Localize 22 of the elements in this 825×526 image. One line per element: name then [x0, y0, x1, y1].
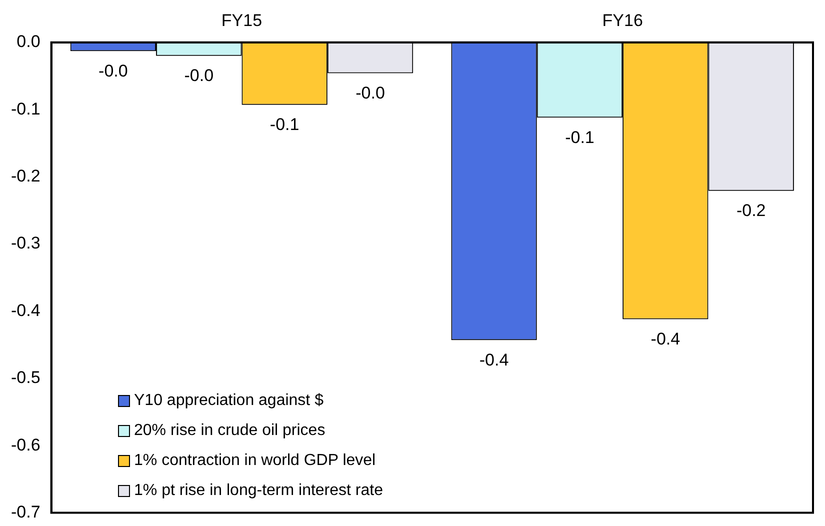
legend-label: 1% pt rise in long-term interest rate	[134, 481, 383, 501]
y-tick-label: -0.2	[10, 166, 40, 186]
x-tick-label: FY16	[602, 10, 643, 30]
data-label: -0.4	[650, 329, 680, 348]
data-label: -0.0	[98, 61, 128, 80]
legend-label: 1% contraction in world GDP level	[134, 451, 376, 471]
y-tick-label: -0.3	[10, 234, 40, 253]
data-label: -0.1	[270, 115, 300, 134]
legend-label: 20% rise in crude oil prices	[134, 421, 326, 441]
data-label: -0.0	[184, 66, 214, 86]
y-tick-label: -0.1	[10, 99, 40, 118]
data-label: -0.4	[479, 350, 509, 370]
y-tick-label: -0.4	[10, 300, 40, 320]
legend-label: Y10 appreciation against $	[134, 391, 324, 411]
data-label: -0.2	[736, 201, 766, 220]
data-label: -0.1	[565, 128, 594, 147]
data-label: -0.0	[356, 84, 385, 102]
y-tick-label: 0.0	[16, 32, 40, 52]
y-tick-label: -0.5	[10, 368, 40, 388]
y-tick-label: -0.6	[10, 435, 40, 454]
x-tick-label: FY15	[221, 10, 262, 30]
y-tick-label: -0.7	[10, 502, 40, 522]
